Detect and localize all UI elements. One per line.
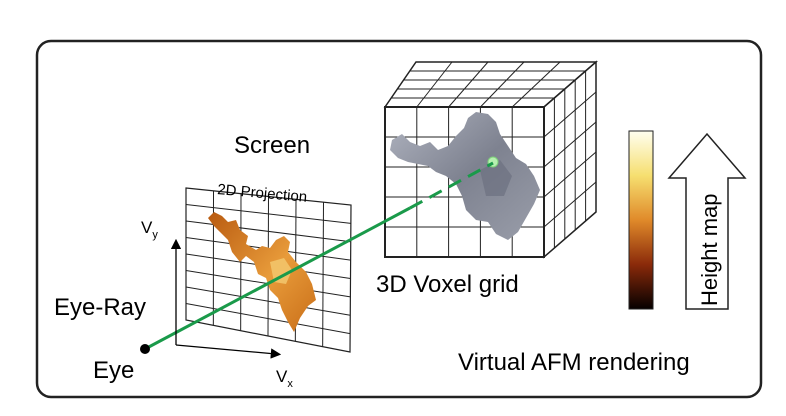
eye-ray-inside <box>409 161 494 210</box>
eye-ray-label: Eye-Ray <box>54 294 146 321</box>
height-arrow <box>667 132 747 310</box>
height-map-label: Height map <box>697 193 722 306</box>
grid-line <box>543 91 597 138</box>
grid-line <box>480 61 525 108</box>
grid-line <box>543 151 597 198</box>
vx-label: Vx <box>276 367 293 390</box>
projected-molecule <box>208 212 316 332</box>
height-colorbar <box>628 130 654 310</box>
grid-line <box>543 181 597 228</box>
grid-line <box>511 61 561 108</box>
footer-label: Virtual AFM rendering <box>458 349 690 376</box>
vx-axis <box>175 344 282 359</box>
grid-line <box>543 121 597 168</box>
grid-line <box>185 286 351 316</box>
grid-line <box>416 61 453 108</box>
grid-line <box>448 61 489 108</box>
eye-dot <box>140 344 150 354</box>
voxel-grid-label: 3D Voxel grid <box>376 271 519 298</box>
vy-label: Vy <box>141 218 158 241</box>
voxel-molecule <box>390 112 540 240</box>
eye-ray <box>144 206 411 351</box>
grid-line <box>185 204 351 224</box>
screen-label: Screen <box>234 132 310 159</box>
eye-label: Eye <box>93 357 134 384</box>
grid-line <box>185 303 351 335</box>
